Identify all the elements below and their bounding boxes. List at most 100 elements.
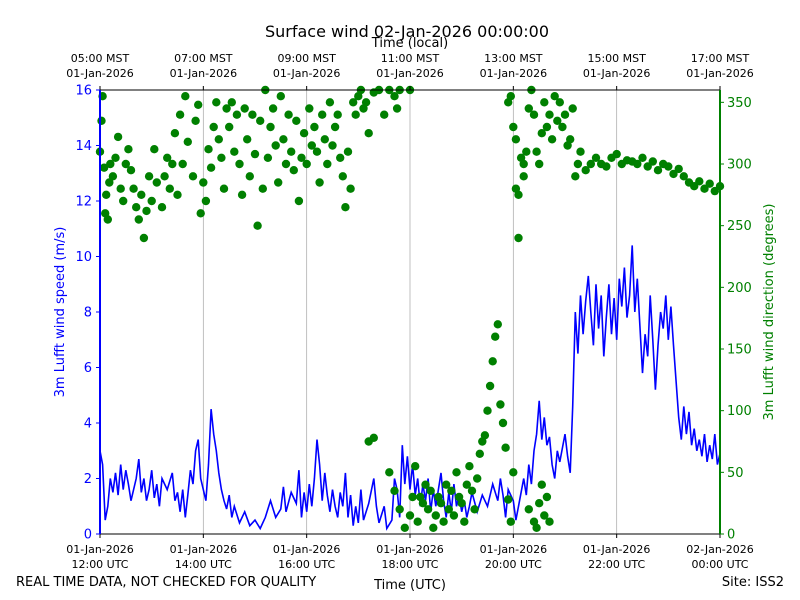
direction-point bbox=[493, 320, 502, 329]
right-tick-label: 100 bbox=[727, 404, 752, 419]
direction-point bbox=[498, 418, 508, 428]
vertical-gridlines bbox=[202, 90, 618, 534]
direction-point bbox=[217, 153, 226, 162]
left-tick-label: 4 bbox=[84, 417, 92, 432]
direction-point bbox=[395, 505, 404, 514]
direction-point bbox=[245, 172, 254, 181]
direction-point bbox=[194, 100, 203, 110]
direction-point bbox=[299, 129, 309, 138]
direction-point bbox=[457, 499, 466, 508]
direction-point bbox=[235, 159, 244, 169]
direction-point bbox=[266, 122, 275, 132]
bottom-axis-title: Time (UTC) bbox=[373, 578, 446, 593]
direction-point bbox=[488, 357, 497, 366]
direction-point bbox=[351, 110, 360, 119]
direction-point bbox=[674, 164, 683, 174]
bottom-tick-time: 22:00 UTC bbox=[588, 558, 645, 571]
direction-point bbox=[553, 116, 562, 126]
direction-point bbox=[116, 184, 125, 193]
top-tick-date: 01-Jan-2026 bbox=[480, 67, 548, 80]
direction-point bbox=[188, 172, 198, 181]
direction-point bbox=[400, 523, 409, 532]
direction-point bbox=[545, 517, 554, 526]
quality-disclaimer: REAL TIME DATA, NOT CHECKED FOR QUALITY bbox=[16, 575, 317, 590]
direction-point bbox=[390, 92, 399, 101]
direction-point bbox=[102, 190, 111, 199]
direction-point bbox=[274, 178, 283, 187]
direction-point bbox=[602, 162, 611, 171]
direction-point bbox=[307, 141, 316, 150]
direction-point bbox=[111, 153, 120, 162]
direction-point bbox=[227, 98, 236, 107]
direction-point bbox=[439, 517, 448, 526]
right-axis-title: 3m Lufft wind direction (degrees) bbox=[762, 204, 777, 421]
top-tick-time: 15:00 MST bbox=[587, 52, 646, 65]
direction-point bbox=[209, 122, 218, 132]
top-tick-time: 17:00 MST bbox=[691, 52, 750, 65]
direction-point bbox=[126, 166, 136, 175]
direction-point bbox=[106, 159, 115, 169]
direction-point bbox=[201, 196, 211, 206]
right-tick-label: 150 bbox=[727, 343, 752, 358]
direction-point bbox=[108, 172, 118, 181]
bottom-tick-date: 01-Jan-2026 bbox=[170, 543, 238, 556]
direction-point bbox=[144, 172, 154, 181]
direction-point bbox=[284, 110, 293, 119]
top-tick-time: 07:00 MST bbox=[174, 52, 233, 65]
left-tick-label: 12 bbox=[75, 195, 92, 210]
direction-point bbox=[442, 480, 451, 489]
direction-point bbox=[196, 209, 205, 218]
direction-point bbox=[168, 159, 177, 169]
direction-point bbox=[343, 147, 353, 156]
direction-point bbox=[263, 153, 273, 162]
direction-point bbox=[97, 116, 106, 126]
direction-point bbox=[529, 110, 539, 119]
direction-point bbox=[390, 486, 399, 495]
direction-point bbox=[522, 147, 531, 156]
direction-point bbox=[240, 104, 249, 113]
direction-point bbox=[392, 104, 402, 113]
direction-point bbox=[147, 196, 156, 206]
direction-point bbox=[170, 129, 180, 138]
direction-point bbox=[173, 190, 182, 199]
direction-point bbox=[514, 190, 523, 199]
direction-point bbox=[268, 104, 278, 113]
direction-point bbox=[483, 406, 492, 415]
direction-point bbox=[535, 159, 544, 169]
direction-point bbox=[294, 196, 304, 206]
direction-point bbox=[119, 196, 128, 206]
direction-point bbox=[532, 523, 541, 532]
direction-point bbox=[473, 474, 482, 483]
direction-point bbox=[139, 233, 149, 243]
left-tick-label: 2 bbox=[84, 472, 92, 487]
direction-point bbox=[346, 184, 355, 193]
direction-point bbox=[258, 184, 267, 193]
direction-point bbox=[333, 110, 342, 119]
direction-point bbox=[542, 122, 552, 132]
left-axis-title: 3m Lufft wind speed (m/s) bbox=[53, 227, 68, 398]
direction-point bbox=[555, 98, 564, 107]
direction-point bbox=[444, 505, 453, 514]
direction-point bbox=[506, 517, 515, 526]
direction-point bbox=[566, 135, 575, 144]
direction-point bbox=[230, 147, 239, 156]
direction-point bbox=[452, 468, 461, 477]
top-tick-time: 09:00 MST bbox=[277, 52, 336, 65]
direction-point bbox=[581, 166, 590, 175]
direction-point bbox=[287, 147, 296, 156]
direction-point bbox=[178, 159, 187, 169]
direction-point bbox=[405, 511, 415, 520]
direction-point bbox=[423, 505, 433, 514]
direction-point bbox=[436, 499, 446, 508]
left-tick-label: 0 bbox=[84, 528, 92, 543]
direction-point bbox=[132, 203, 141, 212]
direction-point bbox=[256, 116, 265, 126]
direction-point bbox=[429, 523, 438, 532]
direction-point bbox=[160, 172, 169, 181]
direction-point bbox=[465, 462, 474, 471]
bottom-tick-date: 01-Jan-2026 bbox=[480, 543, 548, 556]
top-axis-title: Time (local) bbox=[371, 36, 448, 51]
direction-point bbox=[537, 480, 546, 489]
direction-point bbox=[232, 110, 242, 119]
